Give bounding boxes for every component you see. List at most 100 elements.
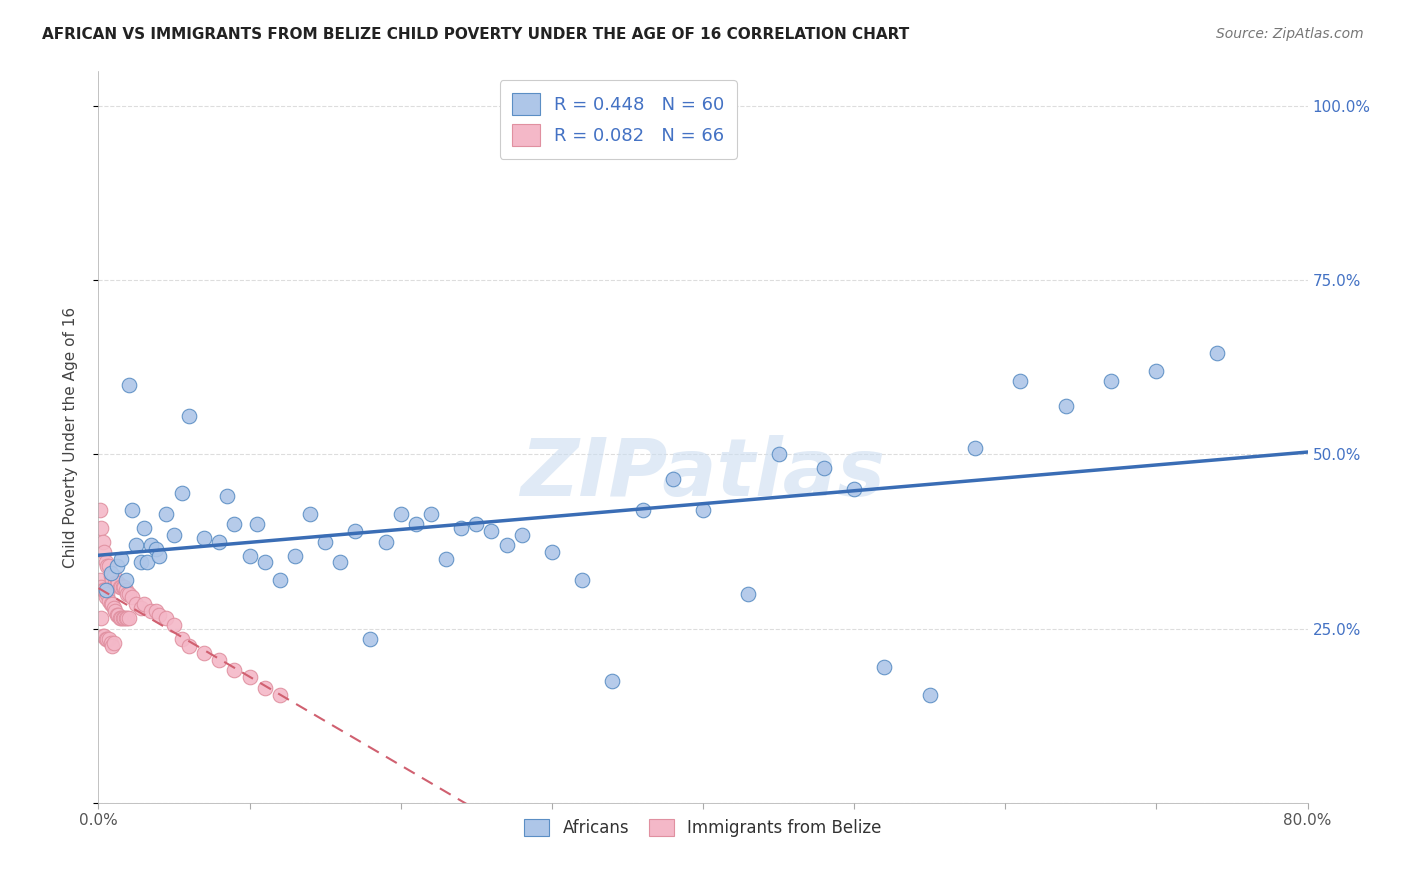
Point (112, 611, 135, 625)
Point (141, 538, 163, 552)
Point (314, 534, 336, 549)
Point (1144, 364, 1167, 378)
Point (125, 538, 148, 552)
Point (103, 635, 125, 649)
Point (115, 587, 138, 601)
Point (110, 580, 132, 594)
Point (89, 573, 111, 587)
Point (96, 587, 118, 601)
Point (145, 604, 167, 618)
Point (90, 580, 112, 594)
Point (105, 607, 128, 622)
Point (108, 611, 131, 625)
Point (299, 507, 322, 521)
Point (110, 611, 132, 625)
Point (98, 558, 121, 573)
Point (540, 545, 562, 559)
Point (374, 534, 396, 549)
Point (118, 611, 141, 625)
Point (239, 670, 262, 684)
Point (103, 600, 125, 615)
Point (104, 576, 127, 591)
Point (145, 541, 167, 556)
Point (107, 607, 129, 622)
Point (405, 517, 427, 532)
Point (193, 646, 215, 660)
Point (91, 583, 114, 598)
Point (495, 538, 517, 552)
Point (148, 607, 170, 622)
Point (215, 489, 238, 503)
Point (121, 591, 143, 605)
Point (100, 635, 122, 649)
Point (114, 583, 136, 598)
Y-axis label: Child Poverty Under the Age of 16: Child Poverty Under the Age of 16 (63, 307, 77, 567)
Text: Source: ZipAtlas.com: Source: ZipAtlas.com (1216, 27, 1364, 41)
Point (155, 507, 177, 521)
Point (101, 573, 124, 587)
Point (1054, 399, 1077, 413)
Point (100, 566, 122, 580)
Point (105, 576, 128, 591)
Point (253, 681, 276, 695)
Point (768, 448, 790, 462)
Point (118, 587, 141, 601)
Point (1099, 375, 1122, 389)
Point (94, 632, 117, 646)
Point (101, 639, 124, 653)
Point (208, 534, 231, 549)
Point (465, 517, 488, 532)
Point (253, 556, 276, 570)
Point (155, 611, 177, 625)
Point (965, 441, 987, 455)
Legend: Africans, Immigrants from Belize: Africans, Immigrants from Belize (516, 811, 890, 846)
Point (100, 597, 122, 611)
Point (94, 591, 117, 605)
Point (918, 688, 941, 702)
Point (246, 517, 269, 532)
Point (1206, 346, 1229, 360)
Point (661, 472, 683, 486)
Point (148, 549, 170, 563)
Point (89, 503, 111, 517)
Point (163, 618, 186, 632)
Point (96, 558, 118, 573)
Point (329, 556, 352, 570)
Point (94, 556, 117, 570)
Point (104, 604, 127, 618)
Point (737, 587, 759, 601)
Point (170, 485, 193, 500)
Point (135, 556, 157, 570)
Point (132, 597, 155, 611)
Point (179, 409, 201, 424)
Point (208, 653, 231, 667)
Point (93, 545, 115, 559)
Point (510, 527, 533, 541)
Point (360, 632, 382, 646)
Point (571, 573, 593, 587)
Point (420, 507, 443, 521)
Point (129, 556, 152, 570)
Point (179, 639, 201, 653)
Point (112, 580, 135, 594)
Point (239, 549, 262, 563)
Point (873, 660, 896, 674)
Point (114, 573, 136, 587)
Point (344, 524, 367, 538)
Point (108, 580, 131, 594)
Point (631, 503, 654, 517)
Point (481, 524, 503, 538)
Point (1010, 375, 1032, 389)
Point (224, 664, 246, 678)
Point (813, 461, 835, 475)
Point (110, 552, 132, 566)
Point (844, 483, 866, 497)
Point (389, 507, 412, 521)
Point (121, 503, 143, 517)
Point (103, 569, 125, 583)
Point (111, 580, 134, 594)
Point (101, 597, 124, 611)
Point (141, 604, 163, 618)
Point (132, 521, 155, 535)
Point (602, 673, 624, 688)
